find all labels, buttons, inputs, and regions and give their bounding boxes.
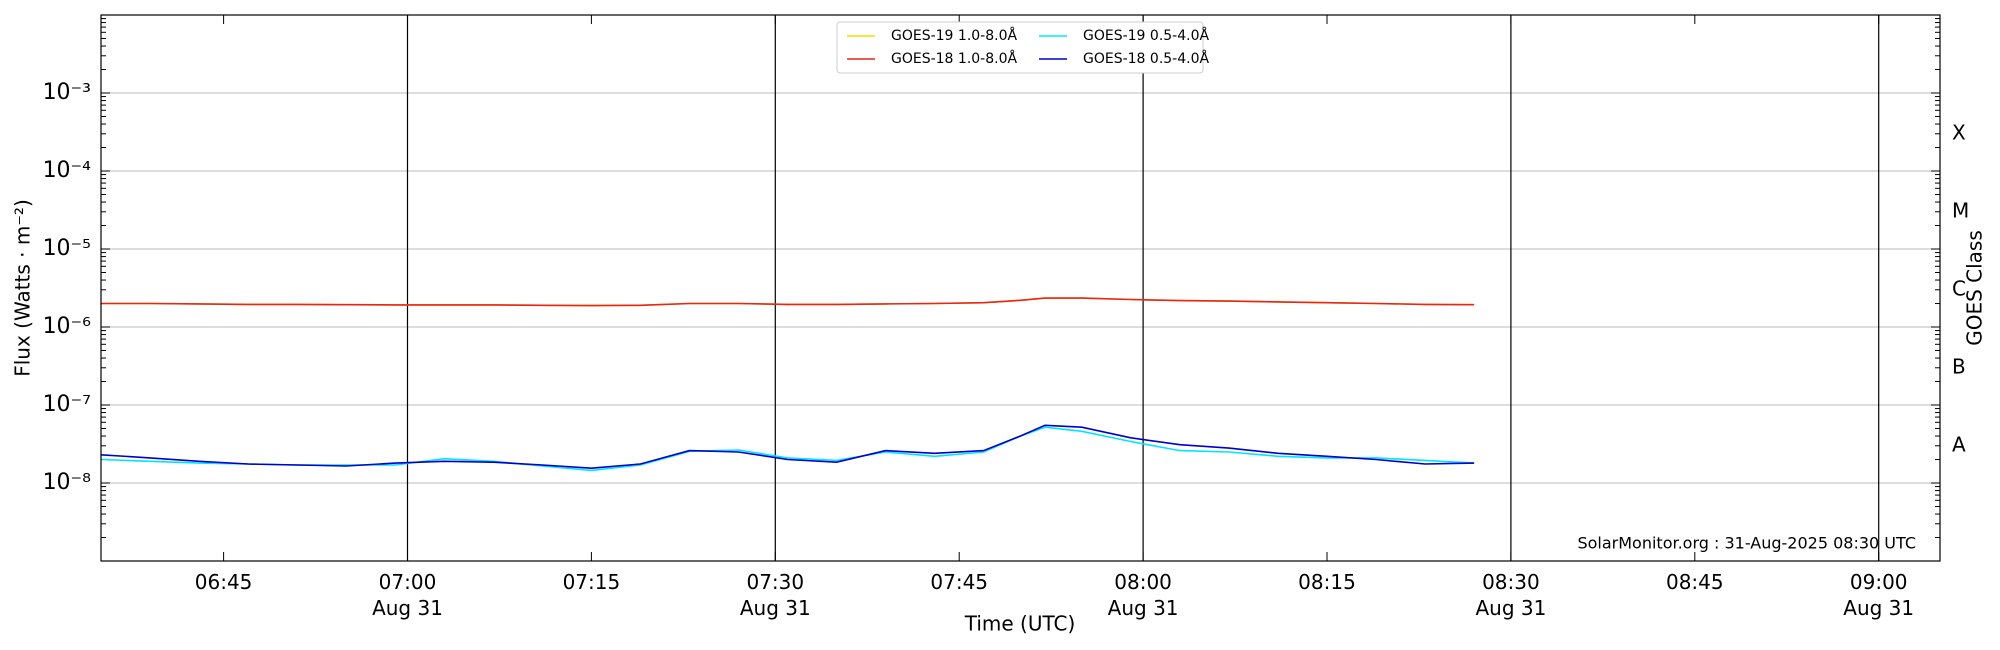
x-tick-label: 08:30 Aug 31 — [1475, 570, 1546, 620]
y2-tick-label: B — [1952, 354, 1966, 378]
x-tick-label: 07:00 Aug 31 — [372, 570, 443, 620]
legend-label: GOES-18 1.0-8.0Å — [891, 50, 1017, 67]
legend-label: GOES-19 1.0-8.0Å — [891, 27, 1017, 44]
x-tick-label: 07:30 Aug 31 — [740, 570, 811, 620]
legend-label: GOES-19 0.5-4.0Å — [1083, 27, 1209, 44]
y-tick-label: 10⁻³ — [43, 80, 91, 105]
x-tick-label: 08:00 Aug 31 — [1108, 570, 1179, 620]
y2-tick-label: C — [1952, 276, 1966, 300]
x-tick-label: 07:15 — [563, 570, 621, 594]
y-axis-label: Flux (Watts · m⁻²) — [11, 199, 35, 377]
y-tick-label: 10⁻⁷ — [43, 392, 91, 417]
legend-box — [836, 21, 1204, 74]
y2-tick-label: A — [1952, 432, 1966, 456]
x-tick-label: 06:45 — [195, 570, 253, 594]
series-line — [100, 424, 1475, 470]
series-line — [100, 426, 1475, 472]
annotation: SolarMonitor.org : 31-Aug-2025 08:30 UTC — [1577, 534, 1916, 553]
y2-axis-label: GOES Class — [1963, 230, 1987, 346]
x-tick-label: 09:00 Aug 31 — [1843, 570, 1914, 620]
y-tick-label: 10⁻⁴ — [43, 158, 92, 183]
plot-frame — [100, 14, 1941, 562]
x-tick-label: 07:45 — [930, 570, 988, 594]
y2-tick-label: M — [1952, 198, 1969, 222]
x-tick-label: 08:45 — [1666, 570, 1724, 594]
x-tick-label: 08:15 — [1298, 570, 1356, 594]
series-line — [101, 297, 1475, 307]
y-tick-label: 10⁻⁸ — [43, 470, 92, 495]
x-axis-label: Time (UTC) — [964, 612, 1076, 636]
y2-tick-label: X — [1952, 120, 1966, 144]
legend-label: GOES-18 0.5-4.0Å — [1083, 50, 1209, 67]
y-tick-label: 10⁻⁶ — [43, 314, 92, 339]
y-tick-label: 10⁻⁵ — [43, 236, 91, 261]
